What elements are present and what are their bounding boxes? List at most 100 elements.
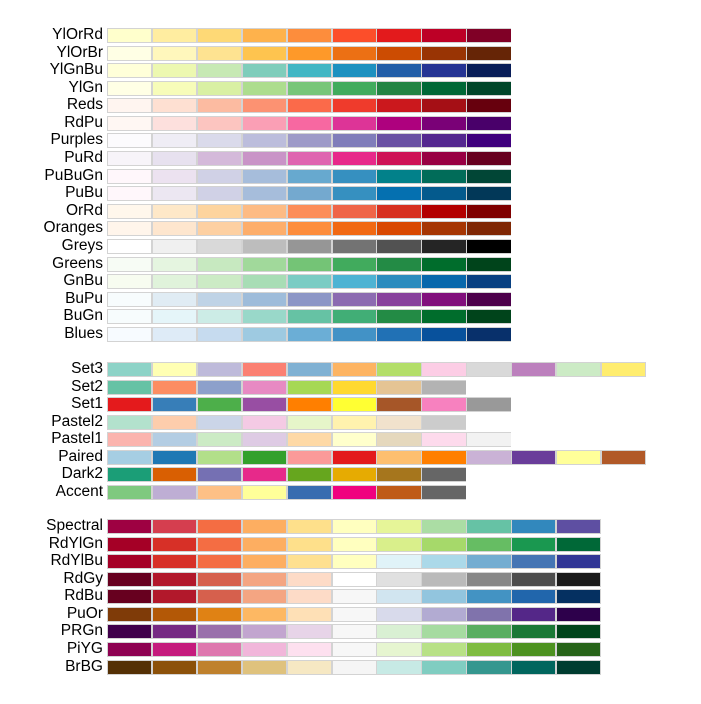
color-swatch bbox=[422, 134, 466, 148]
color-swatch bbox=[332, 310, 376, 324]
palette-label: OrRd bbox=[65, 201, 103, 219]
color-swatch bbox=[197, 537, 242, 551]
color-swatch bbox=[512, 572, 556, 586]
palette-label: Set2 bbox=[71, 377, 103, 395]
color-swatch bbox=[108, 275, 152, 289]
color-swatch bbox=[332, 468, 376, 482]
color-swatch bbox=[108, 327, 152, 341]
color-swatch bbox=[332, 643, 376, 657]
color-swatch bbox=[197, 152, 242, 166]
color-swatch bbox=[422, 625, 466, 639]
color-swatch bbox=[108, 572, 152, 586]
color-swatch bbox=[108, 607, 152, 621]
color-swatch bbox=[287, 275, 331, 289]
palette-row: YlGn bbox=[0, 79, 701, 97]
color-swatch bbox=[197, 450, 242, 464]
color-swatch bbox=[197, 433, 242, 447]
palette-row: RdYlBu bbox=[0, 553, 701, 570]
color-swatch bbox=[377, 152, 421, 166]
swatch-strip bbox=[107, 238, 512, 254]
color-swatch bbox=[287, 486, 331, 500]
color-swatch bbox=[287, 116, 331, 130]
color-swatch bbox=[377, 257, 421, 271]
color-swatch bbox=[242, 590, 287, 604]
color-swatch bbox=[197, 380, 242, 394]
color-swatch bbox=[287, 310, 331, 324]
color-swatch bbox=[152, 590, 197, 604]
color-swatch bbox=[242, 29, 287, 42]
color-swatch bbox=[422, 29, 466, 42]
color-swatch bbox=[108, 433, 152, 447]
palette-row: RdPu bbox=[0, 114, 701, 132]
color-swatch bbox=[197, 555, 242, 569]
color-swatch bbox=[152, 572, 197, 586]
color-swatch bbox=[287, 450, 331, 464]
color-swatch bbox=[377, 433, 421, 447]
color-swatch bbox=[197, 643, 242, 657]
color-swatch bbox=[377, 292, 421, 306]
color-swatch bbox=[467, 327, 511, 341]
palette-row: YlGnBu bbox=[0, 62, 701, 79]
swatch-strip bbox=[107, 397, 512, 413]
color-swatch bbox=[332, 450, 376, 464]
color-swatch bbox=[332, 607, 376, 621]
color-swatch bbox=[467, 116, 511, 130]
color-swatch bbox=[332, 134, 376, 148]
color-swatch bbox=[108, 64, 152, 78]
color-swatch bbox=[422, 169, 466, 183]
color-swatch bbox=[152, 116, 197, 130]
color-swatch bbox=[197, 134, 242, 148]
color-swatch bbox=[152, 643, 197, 657]
color-swatch bbox=[287, 468, 331, 482]
color-swatch bbox=[332, 555, 376, 569]
swatch-strip bbox=[107, 221, 512, 237]
color-swatch bbox=[377, 380, 421, 394]
color-swatch bbox=[152, 415, 197, 429]
color-swatch bbox=[332, 99, 376, 113]
color-swatch bbox=[242, 257, 287, 271]
color-swatch bbox=[108, 81, 152, 95]
color-swatch bbox=[152, 363, 197, 376]
color-swatch bbox=[377, 450, 421, 464]
color-swatch bbox=[377, 607, 421, 621]
color-swatch bbox=[242, 81, 287, 95]
color-swatch bbox=[152, 310, 197, 324]
color-swatch bbox=[108, 152, 152, 166]
palette-label: Set3 bbox=[71, 360, 103, 377]
color-swatch bbox=[287, 643, 331, 657]
palette-row: PuOr bbox=[0, 605, 701, 623]
color-swatch bbox=[287, 537, 331, 551]
color-swatch bbox=[332, 363, 376, 376]
color-swatch bbox=[242, 486, 287, 500]
color-swatch bbox=[332, 625, 376, 639]
color-swatch bbox=[152, 222, 197, 236]
color-swatch bbox=[422, 204, 466, 218]
color-swatch bbox=[422, 433, 466, 447]
palette-label: PRGn bbox=[60, 622, 103, 640]
swatch-strip bbox=[107, 274, 512, 290]
color-swatch bbox=[242, 222, 287, 236]
color-swatch bbox=[287, 380, 331, 394]
color-swatch bbox=[242, 520, 287, 533]
color-swatch bbox=[467, 222, 511, 236]
color-swatch bbox=[512, 625, 556, 639]
color-swatch bbox=[557, 660, 601, 674]
color-swatch bbox=[242, 327, 287, 341]
color-swatch bbox=[467, 134, 511, 148]
color-swatch bbox=[422, 398, 466, 412]
color-swatch bbox=[467, 555, 511, 569]
palette-label: Purples bbox=[50, 131, 103, 149]
color-swatch bbox=[242, 64, 287, 78]
color-swatch bbox=[108, 520, 152, 533]
swatch-strip bbox=[107, 63, 512, 79]
color-swatch bbox=[242, 46, 287, 60]
color-swatch bbox=[108, 380, 152, 394]
color-swatch bbox=[197, 327, 242, 341]
color-swatch bbox=[467, 520, 511, 533]
palette-label: YlOrBr bbox=[56, 43, 104, 61]
palette-row: Pastel1 bbox=[0, 431, 701, 448]
color-swatch bbox=[287, 81, 331, 95]
color-swatch bbox=[422, 239, 466, 253]
color-swatch bbox=[197, 29, 242, 42]
color-swatch bbox=[557, 363, 601, 376]
